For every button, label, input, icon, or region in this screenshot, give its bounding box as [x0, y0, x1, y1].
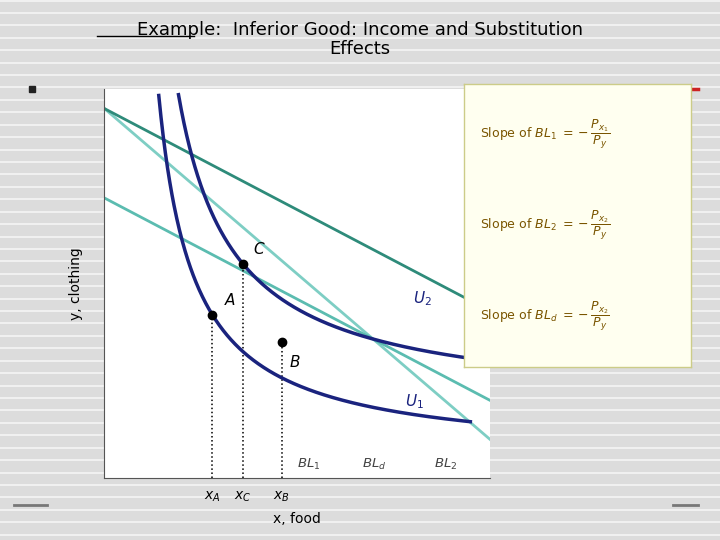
- Text: $U_1$: $U_1$: [405, 392, 424, 411]
- Text: Slope of $BL_d$ $= -\dfrac{P_{x_2}}{P_y}$: Slope of $BL_d$ $= -\dfrac{P_{x_2}}{P_y}…: [480, 300, 611, 333]
- Text: y, clothing: y, clothing: [68, 247, 83, 320]
- Text: x, food: x, food: [273, 512, 321, 526]
- Text: $BL_2$: $BL_2$: [433, 457, 457, 472]
- Text: $U_2$: $U_2$: [413, 289, 431, 308]
- Text: $BL_d$: $BL_d$: [362, 457, 387, 472]
- Text: Effects: Effects: [330, 39, 390, 58]
- Text: $A$: $A$: [224, 292, 236, 308]
- Text: Slope of $BL_2$ $= -\dfrac{P_{x_2}}{P_y}$: Slope of $BL_2$ $= -\dfrac{P_{x_2}}{P_y}…: [480, 209, 611, 242]
- Text: $C$: $C$: [253, 241, 265, 258]
- Text: $x_C$: $x_C$: [235, 489, 252, 504]
- Text: Example:  Inferior Good: Income and Substitution: Example: Inferior Good: Income and Subst…: [137, 21, 583, 39]
- Text: $B$: $B$: [289, 354, 301, 370]
- Text: $x_A$: $x_A$: [204, 489, 220, 504]
- Text: $BL_1$: $BL_1$: [297, 457, 320, 472]
- Text: Slope of $BL_1$ $= -\dfrac{P_{x_1}}{P_y}$: Slope of $BL_1$ $= -\dfrac{P_{x_1}}{P_y}…: [480, 118, 611, 151]
- Text: $x_B$: $x_B$: [274, 489, 290, 504]
